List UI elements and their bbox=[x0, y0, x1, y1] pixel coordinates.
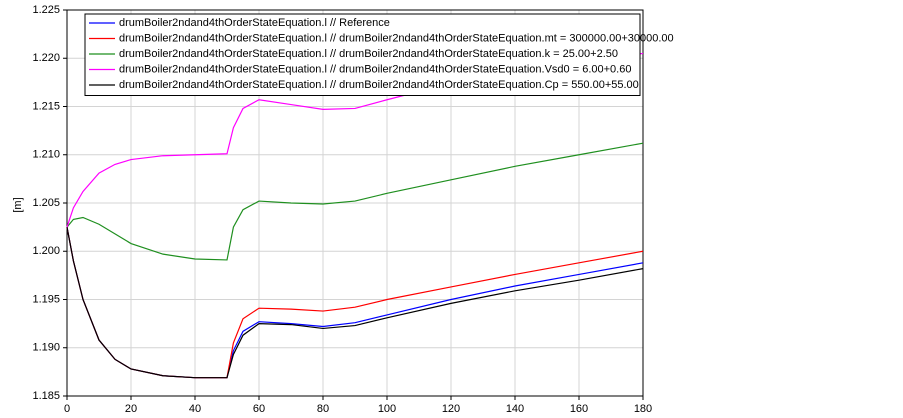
legend-label: drumBoiler2ndand4thOrderStateEquation.l … bbox=[119, 79, 639, 91]
legend-label: drumBoiler2ndand4thOrderStateEquation.l … bbox=[119, 63, 631, 75]
x-tick-label: 60 bbox=[253, 403, 265, 415]
y-tick-label: 1.200 bbox=[32, 245, 60, 257]
legend-box bbox=[84, 13, 641, 96]
plot-frame bbox=[66, 9, 644, 397]
x-tick-label: 20 bbox=[125, 403, 137, 415]
x-tick-label: 160 bbox=[570, 403, 588, 415]
y-tick-label: 1.185 bbox=[32, 390, 60, 402]
y-tick-label: 1.190 bbox=[32, 342, 60, 354]
x-tick-label: 0 bbox=[64, 403, 70, 415]
legend-label: drumBoiler2ndand4thOrderStateEquation.l … bbox=[119, 32, 674, 44]
x-tick-label: 120 bbox=[442, 403, 460, 415]
y-tick-label: 1.225 bbox=[32, 4, 60, 16]
y-tick-label: 1.195 bbox=[32, 293, 60, 305]
series-line bbox=[66, 142, 644, 261]
x-tick-label: 180 bbox=[634, 403, 652, 415]
series-line bbox=[66, 227, 644, 379]
legend-label: drumBoiler2ndand4thOrderStateEquation.l … bbox=[119, 48, 618, 60]
series-line bbox=[66, 227, 644, 379]
series-line bbox=[66, 227, 644, 379]
legend-label: drumBoiler2ndand4thOrderStateEquation.l … bbox=[119, 17, 390, 29]
x-tick-label: 100 bbox=[378, 403, 396, 415]
legend: drumBoiler2ndand4thOrderStateEquation.l … bbox=[84, 13, 674, 96]
y-tick-label: 1.210 bbox=[32, 149, 60, 161]
y-tick-label: 1.215 bbox=[32, 100, 60, 112]
y-tick-label: 1.205 bbox=[32, 197, 60, 209]
y-tick-label: 1.220 bbox=[32, 52, 60, 64]
y-axis-label: [m] bbox=[12, 197, 24, 212]
x-tick-label: 40 bbox=[189, 403, 201, 415]
x-tick-label: 80 bbox=[317, 403, 329, 415]
x-tick-label: 140 bbox=[506, 403, 524, 415]
